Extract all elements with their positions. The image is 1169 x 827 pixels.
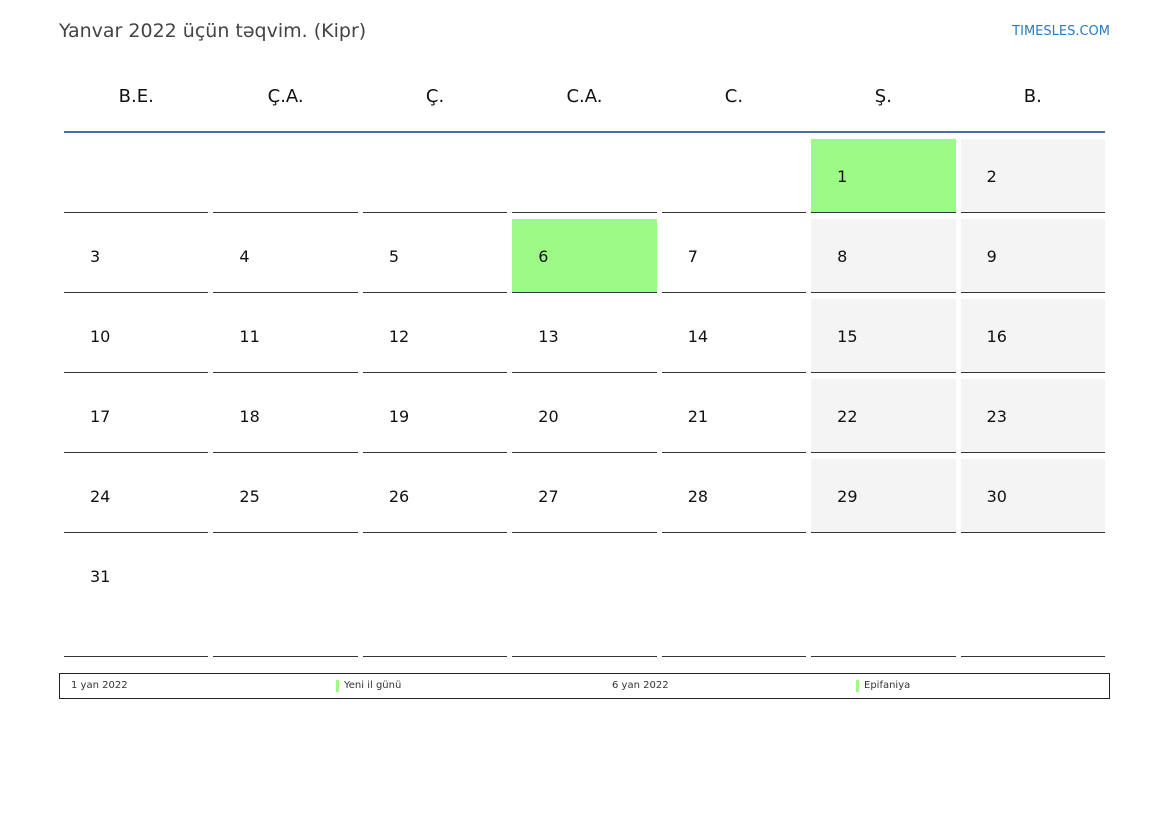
day-number: 26 bbox=[388, 487, 410, 506]
day-number: 28 bbox=[687, 487, 709, 506]
day-number: 31 bbox=[90, 567, 111, 586]
calendar-grid: 1 2 3 4 5 6 7 8 9 10 11 12 13 14 15 16 17 18 19 20 21 22 23 24 2… bbox=[64, 139, 1105, 657]
day-number: 10 bbox=[90, 327, 111, 346]
empty-cell bbox=[213, 539, 358, 657]
day-cell: 7 bbox=[661, 219, 807, 293]
empty-cell bbox=[362, 139, 508, 213]
day-number: 14 bbox=[687, 327, 709, 346]
holiday-name: Epifaniya bbox=[864, 680, 911, 691]
day-cell: 28 bbox=[661, 459, 807, 533]
holiday-date: 1 yan 2022 bbox=[71, 680, 128, 691]
day-cell: 23 bbox=[960, 379, 1105, 453]
day-number: 12 bbox=[388, 327, 410, 346]
day-cell: 27 bbox=[512, 459, 657, 533]
day-number: 13 bbox=[538, 327, 559, 346]
empty-cell bbox=[213, 139, 358, 213]
day-cell: 20 bbox=[512, 379, 657, 453]
day-cell: 29 bbox=[811, 459, 956, 533]
day-cell: 26 bbox=[362, 459, 508, 533]
day-cell: 2 bbox=[960, 139, 1105, 213]
empty-cell bbox=[661, 539, 807, 657]
day-cell: 10 bbox=[64, 299, 209, 373]
weekday-label: B. bbox=[1023, 86, 1042, 107]
day-number: 16 bbox=[986, 327, 1007, 346]
day-number: 15 bbox=[837, 327, 858, 346]
day-cell: 13 bbox=[512, 299, 657, 373]
day-number: 23 bbox=[986, 407, 1007, 426]
day-cell: 30 bbox=[960, 459, 1105, 533]
weekday-label: B.E. bbox=[118, 86, 154, 107]
day-number: 30 bbox=[986, 487, 1007, 506]
holiday-legend: 1 yan 2022 Yeni il günü 6 yan 2022 Epifa… bbox=[59, 673, 1110, 699]
day-cell: 21 bbox=[661, 379, 807, 453]
day-cell: 17 bbox=[64, 379, 209, 453]
day-number: 9 bbox=[986, 247, 997, 266]
holiday-date: 6 yan 2022 bbox=[612, 680, 669, 691]
day-number: 27 bbox=[538, 487, 559, 506]
day-number: 18 bbox=[239, 407, 260, 426]
empty-cell bbox=[64, 139, 209, 213]
day-number: 11 bbox=[239, 327, 260, 346]
weekday-label: C.A. bbox=[566, 86, 603, 107]
day-number: 21 bbox=[687, 407, 709, 426]
day-number: 25 bbox=[239, 487, 260, 506]
weekday-label: C. bbox=[724, 86, 744, 107]
day-cell: 19 bbox=[362, 379, 508, 453]
day-number: 3 bbox=[90, 247, 101, 266]
weekday-header: B.E. Ç.A. Ç. C.A. C. Ş. B. bbox=[64, 86, 1105, 112]
day-number: 24 bbox=[90, 487, 111, 506]
day-number: 2 bbox=[986, 167, 997, 186]
day-cell: 6 bbox=[512, 219, 657, 293]
brand-link[interactable]: TIMESLES.COM bbox=[1012, 24, 1110, 39]
day-number: 7 bbox=[687, 247, 698, 266]
day-number: 5 bbox=[388, 247, 400, 266]
day-number: 19 bbox=[388, 407, 410, 426]
day-number: 29 bbox=[837, 487, 858, 506]
empty-cell bbox=[512, 539, 657, 657]
holiday-color-marker bbox=[856, 680, 859, 692]
day-number: 20 bbox=[538, 407, 559, 426]
day-cell: 1 bbox=[811, 139, 956, 213]
day-cell: 15 bbox=[811, 299, 956, 373]
day-cell: 12 bbox=[362, 299, 508, 373]
day-number: 6 bbox=[538, 247, 549, 266]
day-cell: 14 bbox=[661, 299, 807, 373]
day-cell: 24 bbox=[64, 459, 209, 533]
day-cell: 18 bbox=[213, 379, 358, 453]
weekday-label: Ç. bbox=[425, 86, 445, 107]
empty-cell bbox=[811, 539, 956, 657]
day-cell: 3 bbox=[64, 219, 209, 293]
empty-cell bbox=[960, 539, 1105, 657]
day-cell: 5 bbox=[362, 219, 508, 293]
day-cell: 22 bbox=[811, 379, 956, 453]
empty-cell bbox=[661, 139, 807, 213]
day-number: 1 bbox=[837, 167, 848, 186]
day-cell: 31 bbox=[64, 539, 209, 657]
day-number: 22 bbox=[837, 407, 858, 426]
day-cell: 9 bbox=[960, 219, 1105, 293]
day-number: 17 bbox=[90, 407, 111, 426]
day-number: 8 bbox=[837, 247, 848, 266]
day-cell: 25 bbox=[213, 459, 358, 533]
day-cell: 11 bbox=[213, 299, 358, 373]
day-cell: 4 bbox=[213, 219, 358, 293]
header-divider bbox=[64, 131, 1105, 133]
day-number: 4 bbox=[239, 247, 250, 266]
holiday-name: Yeni il günü bbox=[344, 680, 402, 691]
holiday-color-marker bbox=[336, 680, 339, 692]
empty-cell bbox=[362, 539, 508, 657]
day-cell: 16 bbox=[960, 299, 1105, 373]
empty-cell bbox=[512, 139, 657, 213]
weekday-label: Ç.A. bbox=[267, 86, 304, 107]
day-cell: 8 bbox=[811, 219, 956, 293]
weekday-label: Ş. bbox=[874, 86, 892, 107]
page-title: Yanvar 2022 üçün təqvim. (Kipr) bbox=[59, 20, 367, 42]
